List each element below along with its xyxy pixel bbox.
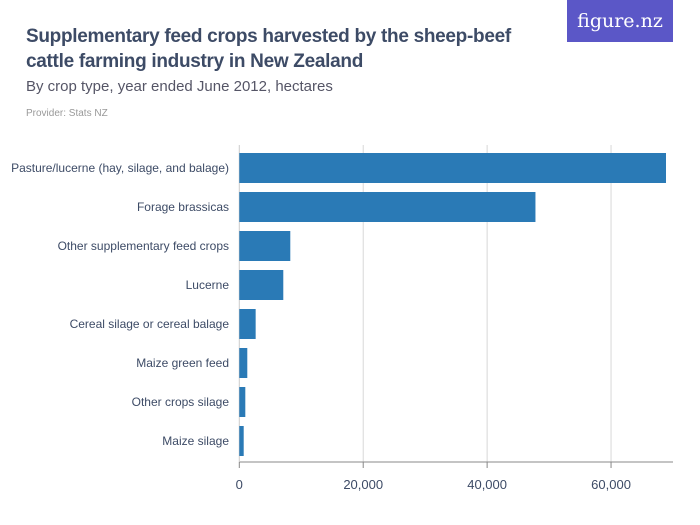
x-tick-label: 40,000 <box>467 477 507 492</box>
category-label: Lucerne <box>186 278 230 292</box>
category-label: Maize green feed <box>136 356 229 370</box>
bar <box>239 387 246 417</box>
category-label: Other crops silage <box>132 395 230 409</box>
bar <box>239 153 666 183</box>
bar <box>239 348 248 378</box>
bar <box>239 270 284 300</box>
category-label: Maize silage <box>162 434 229 448</box>
x-tick-label: 20,000 <box>343 477 383 492</box>
figure-nz-logo[interactable]: figure.nz <box>567 0 673 42</box>
bar <box>239 192 536 222</box>
chart-title: Supplementary feed crops harvested by th… <box>26 26 511 72</box>
x-tick-label: 0 <box>236 477 243 492</box>
bar <box>239 231 291 261</box>
x-tick-label: 60,000 <box>591 477 631 492</box>
bar <box>239 309 256 339</box>
category-label: Pasture/lucerne (hay, silage, and balage… <box>11 161 229 175</box>
category-label: Cereal silage or cereal balage <box>70 317 230 331</box>
chart-subtitle: By crop type, year ended June 2012, hect… <box>26 78 333 95</box>
bar <box>239 426 244 456</box>
category-label: Other supplementary feed crops <box>58 239 229 253</box>
provider: Provider: Stats NZ <box>26 108 108 119</box>
category-label: Forage brassicas <box>137 200 229 214</box>
